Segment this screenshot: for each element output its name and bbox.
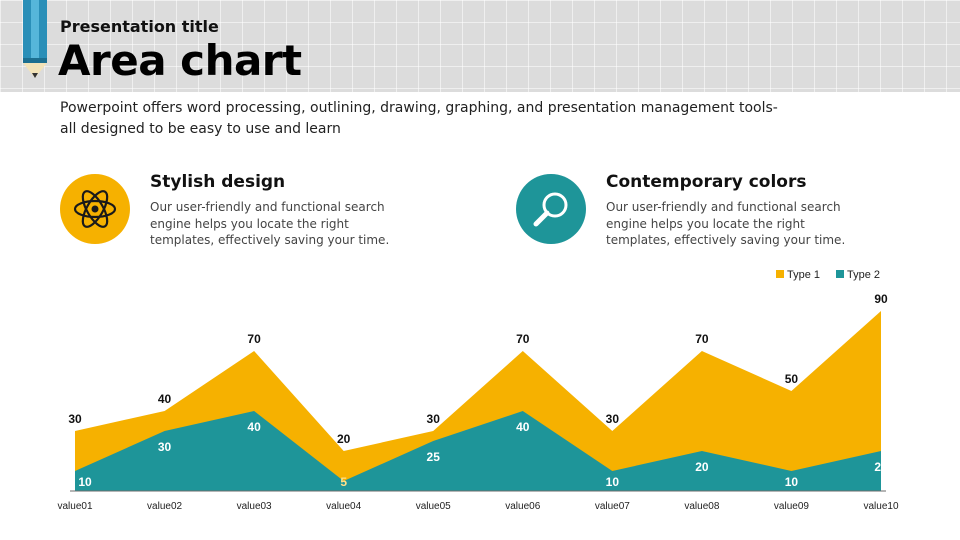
x-tick-label: value08	[684, 501, 719, 512]
x-tick-label: value09	[774, 501, 809, 512]
x-tick-label: value10	[863, 501, 898, 512]
data-label-type1: 50	[785, 372, 799, 386]
data-label-type1: 30	[427, 412, 441, 426]
page-title: Area chart	[58, 36, 302, 85]
presentation-title: Presentation title	[60, 17, 219, 36]
data-label-type1: 30	[606, 412, 620, 426]
data-label-type2: 40	[516, 420, 530, 434]
feature-title-stylish-design: Stylish design	[150, 172, 286, 192]
x-tick-label: value03	[237, 501, 272, 512]
legend-label: Type 2	[847, 269, 880, 281]
data-label-type1: 20	[337, 432, 351, 446]
x-tick-label: value06	[505, 501, 540, 512]
data-label-type2: 10	[606, 475, 620, 489]
atom-icon	[73, 190, 117, 228]
area-chart: value01 value02 value03 value04 value05 value…	[57, 269, 898, 512]
x-tick-label: value05	[416, 501, 451, 512]
search-icon	[533, 192, 568, 227]
data-label-type1: 90	[874, 292, 888, 306]
intro-text: Powerpoint offers word processing, outli…	[60, 98, 860, 140]
x-tick-label: value07	[595, 501, 630, 512]
data-label-type1: 70	[695, 332, 709, 346]
x-tick-label: value02	[147, 501, 182, 512]
data-label-type2: 25	[427, 450, 441, 464]
data-label-type1: 40	[158, 392, 172, 406]
intro-line: all designed to be easy to use and learn	[60, 121, 341, 137]
data-label-type1: 70	[247, 332, 261, 346]
x-tick-label: value01	[57, 501, 92, 512]
data-label-type2: 20	[874, 460, 888, 474]
feature-icon-circle	[516, 174, 586, 244]
feature-line: templates, effectively saving your time.	[150, 233, 390, 247]
intro-line: Powerpoint offers word processing, outli…	[60, 100, 778, 116]
feature-line: Our user-friendly and functional search	[150, 200, 385, 214]
x-tick-label: value04	[326, 501, 361, 512]
feature-line: engine helps you locate the right	[606, 216, 805, 231]
data-label-type2: 20	[695, 460, 709, 474]
data-label-type1: 70	[516, 332, 530, 346]
feature-line: Our user-friendly and functional search	[606, 200, 841, 214]
data-label-type2: 5	[340, 475, 347, 489]
data-label-type2: 40	[247, 420, 261, 434]
feature-title-contemporary-colors: Contemporary colors	[606, 172, 807, 192]
data-label-type2: 10	[785, 475, 799, 489]
feature-line: engine helps you locate the right	[150, 216, 349, 231]
pencil-icon	[23, 0, 47, 78]
data-label-type1: 30	[68, 412, 82, 426]
legend-swatch	[776, 270, 784, 278]
feature-line: templates, effectively saving your time.	[606, 233, 846, 247]
data-label-type2: 30	[158, 440, 172, 454]
legend-swatch	[836, 270, 844, 278]
feature-description: Our user-friendly and functional search …	[150, 199, 410, 249]
feature-description: Our user-friendly and functional search …	[606, 199, 866, 249]
legend-label: Type 1	[787, 269, 820, 281]
data-label-type2: 10	[78, 475, 92, 489]
header-background	[0, 0, 960, 92]
area-series-2	[75, 411, 881, 491]
feature-icon-circle	[60, 174, 130, 244]
